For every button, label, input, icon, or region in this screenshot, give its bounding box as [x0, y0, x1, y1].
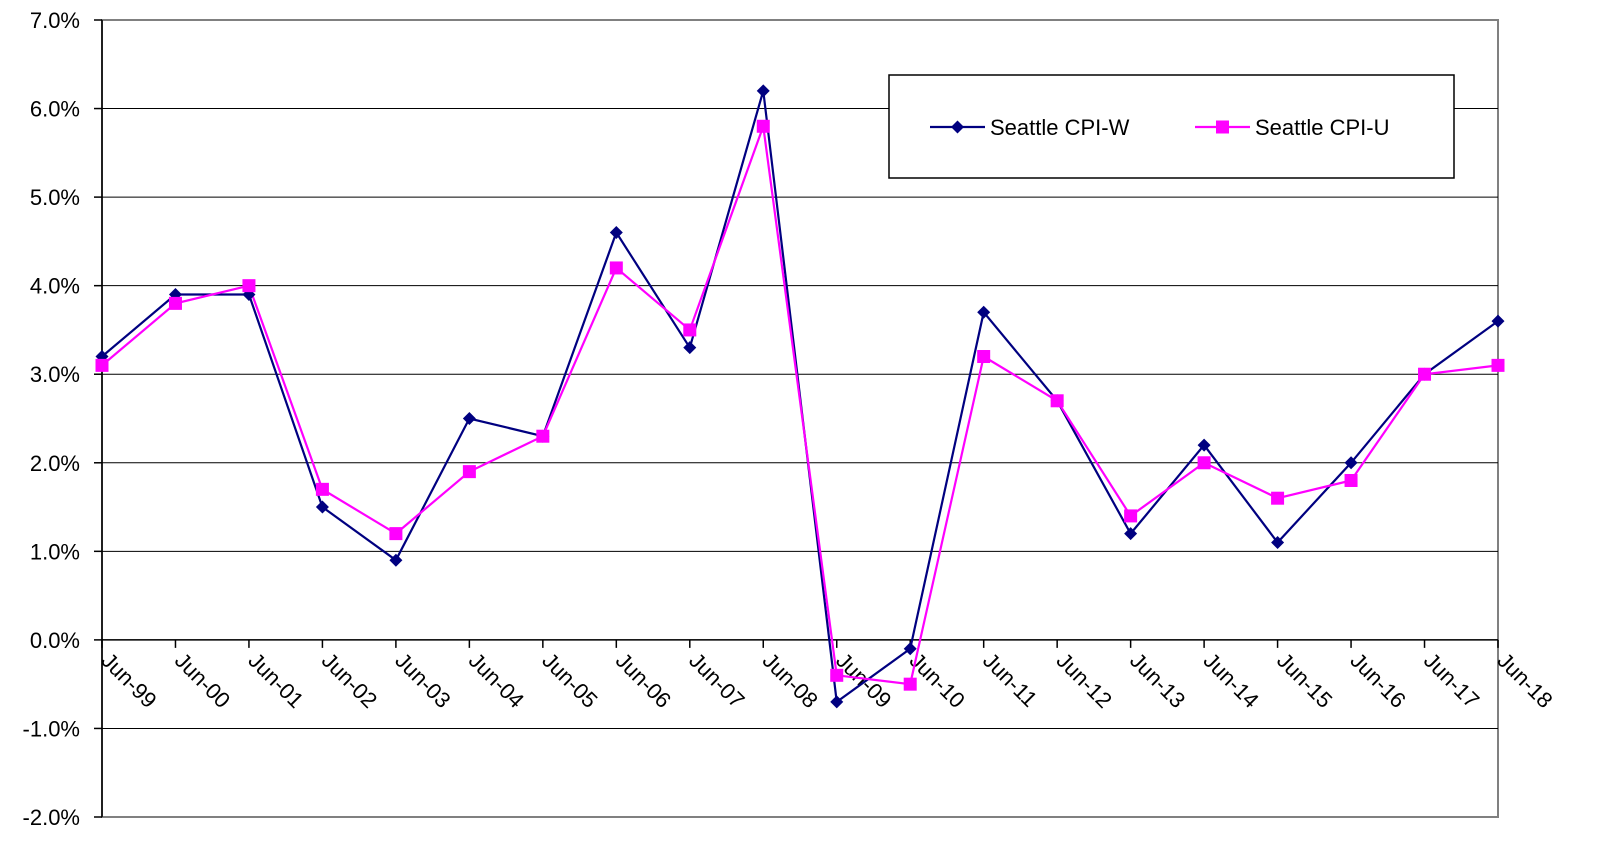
- data-point-cpi-w: [977, 305, 991, 319]
- x-tick-label: Jun-18: [1492, 648, 1557, 713]
- data-point-cpi-u: [903, 677, 917, 691]
- data-point-cpi-u: [462, 465, 476, 479]
- data-point-cpi-w: [1197, 438, 1211, 452]
- y-tick-label: 4.0%: [30, 274, 80, 299]
- y-tick-label: 6.0%: [30, 97, 80, 122]
- data-point-cpi-u: [1197, 456, 1211, 470]
- y-tick-label: -1.0%: [23, 716, 80, 741]
- y-tick-label: 3.0%: [30, 362, 80, 387]
- data-point-cpi-u: [683, 323, 697, 337]
- data-point-cpi-w: [1124, 527, 1138, 541]
- data-point-cpi-w: [830, 695, 844, 709]
- data-point-cpi-u: [1418, 367, 1432, 381]
- data-point-cpi-u: [1271, 491, 1285, 505]
- data-point-cpi-u: [168, 296, 182, 310]
- legend-marker-diamond: [951, 120, 964, 134]
- data-point-cpi-w: [683, 341, 697, 355]
- data-point-cpi-w: [756, 84, 770, 98]
- series-line-2: [101, 125, 1499, 686]
- y-tick-label: 5.0%: [30, 185, 80, 210]
- y-tick-label: -2.0%: [23, 805, 80, 830]
- data-point-cpi-u: [977, 350, 991, 364]
- data-point-cpi-w: [1344, 456, 1358, 470]
- data-point-cpi-w: [462, 412, 476, 425]
- data-point-cpi-w: [315, 500, 329, 514]
- y-tick-label: 1.0%: [30, 539, 80, 564]
- data-point-cpi-w: [389, 553, 403, 567]
- y-tick-label: 0.0%: [30, 628, 80, 653]
- legend-label: Seattle CPI-W: [990, 115, 1130, 140]
- data-point-cpi-u: [389, 527, 403, 541]
- data-point-cpi-u: [315, 482, 329, 496]
- data-point-cpi-u: [242, 279, 256, 293]
- data-point-cpi-u: [95, 358, 109, 372]
- data-point-cpi-w: [609, 226, 623, 240]
- data-point-cpi-u: [1344, 473, 1358, 487]
- data-point-cpi-w: [1491, 314, 1505, 328]
- data-point-cpi-w: [903, 642, 917, 656]
- legend-marker-square: [1216, 120, 1229, 134]
- data-point-cpi-u: [1491, 358, 1505, 372]
- y-tick-label: 2.0%: [30, 451, 80, 476]
- data-point-cpi-u: [1124, 509, 1138, 523]
- data-point-cpi-u: [830, 668, 844, 682]
- data-point-cpi-u: [1050, 394, 1064, 408]
- legend-label: Seattle CPI-U: [1255, 115, 1390, 140]
- data-point-cpi-u: [756, 119, 770, 133]
- data-point-cpi-u: [536, 429, 550, 443]
- legend: Seattle CPI-W Seattle CPI-U: [888, 74, 1455, 179]
- data-point-cpi-u: [609, 261, 623, 275]
- series-group: [95, 84, 1505, 709]
- y-tick-label: 7.0%: [30, 8, 80, 33]
- data-point-cpi-w: [1271, 535, 1285, 549]
